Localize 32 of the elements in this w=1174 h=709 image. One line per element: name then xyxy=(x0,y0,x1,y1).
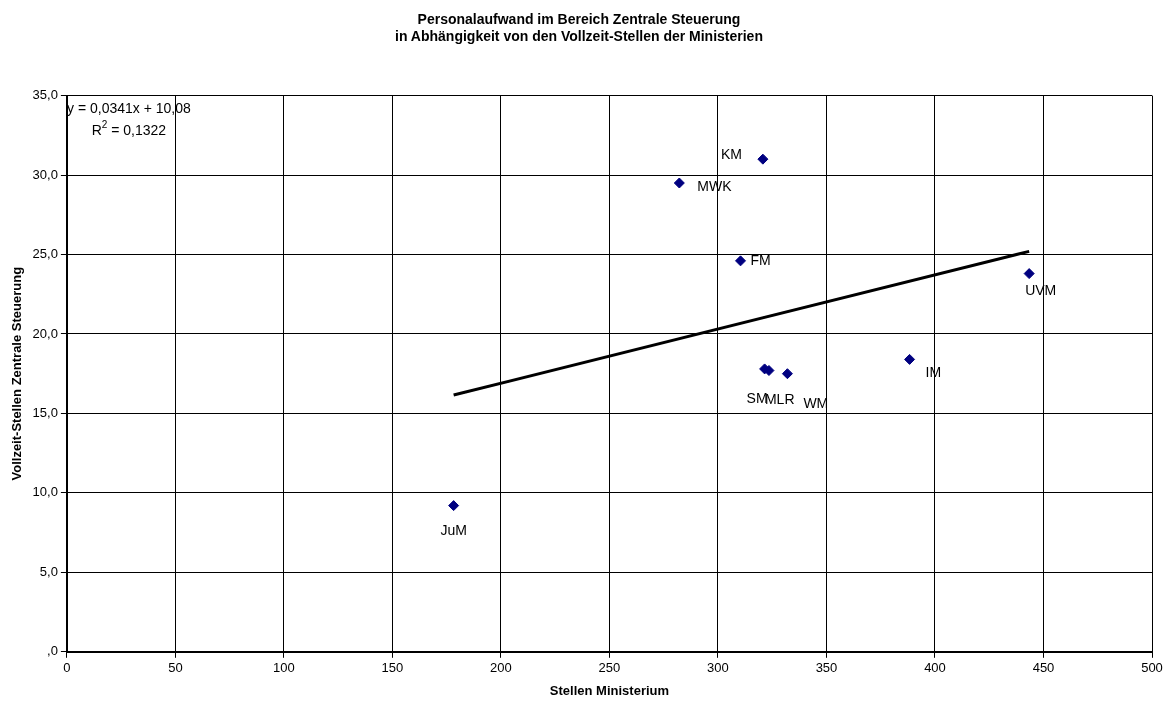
point xyxy=(781,368,793,380)
annotation: JuM xyxy=(440,522,467,539)
x-tick-label: 200 xyxy=(490,660,512,676)
x-tick-label: 350 xyxy=(815,660,838,676)
y-tick-label: 35,0 xyxy=(32,87,58,103)
annotation: FM xyxy=(750,251,771,268)
x-tick-label: 300 xyxy=(707,660,729,676)
x-tick-label: 50 xyxy=(168,660,183,676)
y-tick-label: 15,0 xyxy=(32,405,58,421)
x-tick-label: 450 xyxy=(1032,660,1055,676)
x-tick-label: 0 xyxy=(63,660,71,676)
y-tick-label: 5,0 xyxy=(39,563,58,579)
point xyxy=(1023,268,1035,280)
x-tick-label: 500 xyxy=(1141,660,1163,676)
y-tick-label: ,0 xyxy=(47,643,58,659)
point xyxy=(735,255,747,267)
x-tick-label: 250 xyxy=(598,660,621,676)
y-tick-label: 30,0 xyxy=(32,166,58,182)
y-axis-title: Vollzeit-Stellen Zentrale Steuerung xyxy=(9,266,25,481)
x-tick-label: 400 xyxy=(924,660,946,676)
x-tick-label: 100 xyxy=(273,660,295,676)
y-tick-label: 25,0 xyxy=(32,246,58,262)
point xyxy=(757,153,769,165)
point xyxy=(904,353,916,365)
point xyxy=(448,500,460,512)
x-axis-title: Stellen Ministerium xyxy=(549,682,670,698)
y-tick-label: 10,0 xyxy=(32,484,58,500)
chart-title: Personalaufwand im Bereich Zentrale Steuerung in Abhängigkeit von den Vollzeit-Stellen der Ministerien xyxy=(395,11,763,45)
y-tick-label: 20,0 xyxy=(32,325,58,341)
annotation: KM xyxy=(720,146,742,163)
x-tick-label: 150 xyxy=(381,660,404,676)
point xyxy=(673,177,685,189)
